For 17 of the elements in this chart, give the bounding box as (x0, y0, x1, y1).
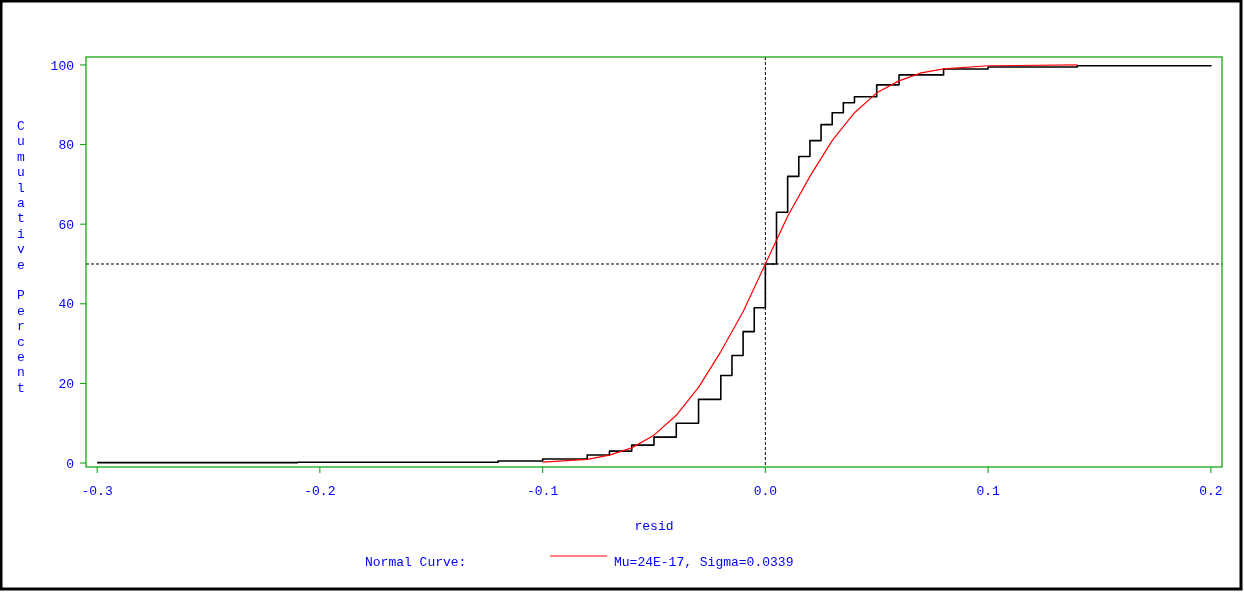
y-tick-label: 0 (66, 456, 74, 472)
legend-label: Mu=24E-17, Sigma=0.0339 (614, 555, 794, 570)
x-tick-label: 0.2 (1199, 484, 1223, 499)
y-tick-label: 100 (50, 58, 74, 74)
y-tick-label: 20 (58, 376, 74, 392)
x-tick-label: 0.0 (753, 484, 778, 499)
y-tick-label: 80 (58, 138, 74, 154)
y-tick-label: 40 (58, 297, 74, 313)
x-tick-label: -0.1 (527, 484, 559, 499)
legend-title: Normal Curve: (365, 555, 467, 570)
x-tick-label: 0.1 (976, 484, 1001, 499)
text: Cumulative Percent (17, 119, 25, 396)
line-series (542, 64, 1078, 463)
y-tick-label: 60 (58, 217, 74, 233)
x-tick-label: -0.3 (81, 484, 113, 499)
x-tick-label: -0.2 (304, 484, 336, 499)
x-axis-title: resid (634, 519, 674, 534)
